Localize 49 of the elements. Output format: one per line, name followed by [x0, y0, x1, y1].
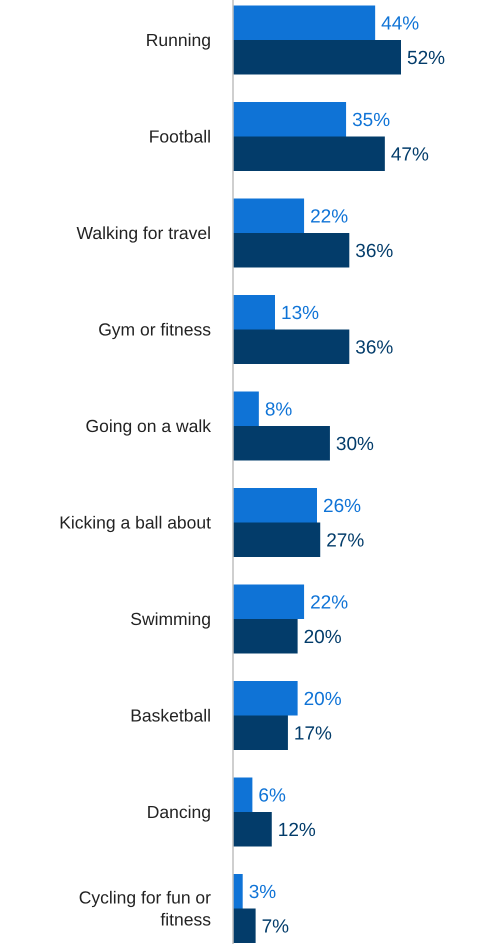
bar — [233, 584, 304, 619]
data-label: 35% — [352, 110, 390, 131]
bar — [233, 233, 350, 268]
data-label: 8% — [264, 399, 292, 420]
data-label: 13% — [281, 302, 320, 324]
bar — [233, 198, 304, 233]
bar — [233, 812, 272, 846]
bar — [233, 488, 317, 522]
y-tick-label: Running — [146, 30, 211, 50]
y-tick-label: Going on a walk — [86, 416, 212, 436]
data-label: 20% — [304, 688, 342, 710]
data-label: 3% — [248, 882, 276, 903]
bar — [233, 716, 288, 750]
y-tick-label: Football — [148, 126, 211, 147]
y-tick-label: Kicking a ball about — [59, 512, 212, 533]
y-tick-label: Cycling for fun or fitness — [78, 888, 212, 930]
bar — [233, 426, 330, 460]
bar — [233, 102, 346, 136]
y-tick-label: Dancing — [146, 802, 211, 822]
data-label: 36% — [355, 337, 394, 358]
data-label: 22% — [310, 592, 348, 614]
bar — [233, 392, 259, 426]
data-label: 36% — [355, 240, 394, 262]
data-label: 52% — [407, 48, 446, 69]
bar — [233, 136, 385, 171]
data-label: 30% — [336, 434, 374, 455]
y-tick-label: Basketball — [130, 706, 211, 726]
bar — [233, 295, 275, 330]
bar — [233, 40, 401, 74]
bar — [233, 778, 252, 812]
bar — [233, 522, 320, 557]
data-label: 17% — [294, 723, 332, 744]
data-label: 44% — [381, 13, 420, 34]
bar — [233, 908, 256, 943]
bar — [233, 6, 376, 40]
y-tick-label: Swimming — [130, 609, 211, 630]
data-label: 27% — [326, 530, 364, 552]
data-label: 22% — [310, 206, 348, 228]
data-label: 47% — [390, 144, 429, 166]
y-tick-label: Gym or fitness — [98, 320, 212, 340]
y-tick-label: Walking for travel — [76, 223, 211, 244]
data-label: 6% — [258, 785, 286, 806]
data-label: 20% — [304, 626, 342, 648]
bar — [233, 681, 298, 716]
bar — [233, 330, 350, 364]
data-label: 26% — [323, 496, 362, 517]
data-label: 7% — [262, 916, 290, 938]
bar — [233, 619, 298, 654]
data-label: 12% — [278, 820, 316, 841]
